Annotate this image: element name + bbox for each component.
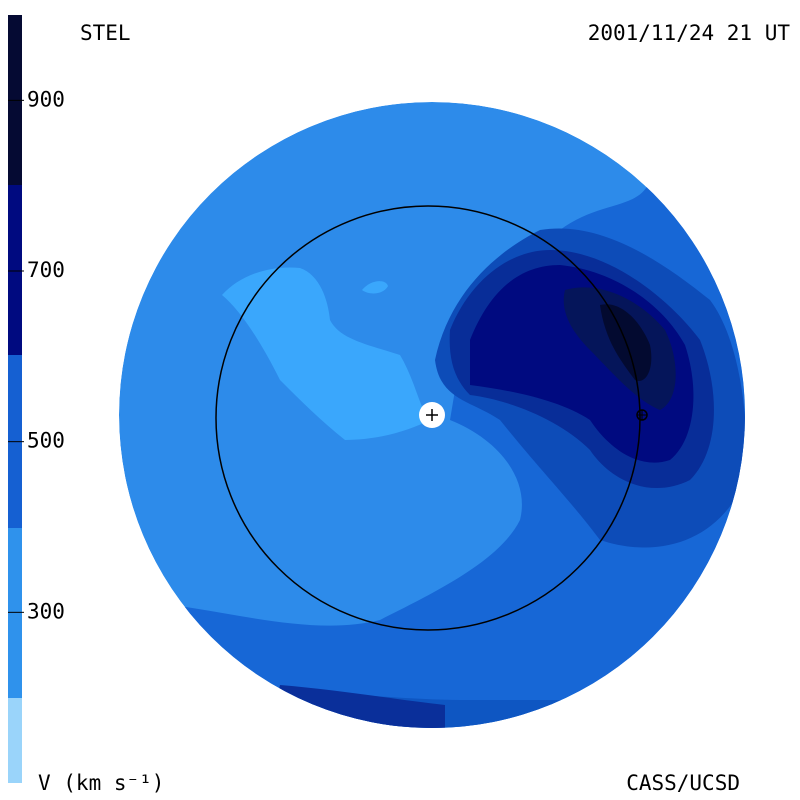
colorbar-tick-label: 300	[27, 599, 65, 623]
colorbar-band	[8, 698, 22, 783]
units-label: V (km s⁻¹)	[38, 771, 164, 795]
observatory-label: STEL	[80, 21, 131, 45]
sun-marker	[426, 409, 438, 421]
colorbar-band	[8, 528, 22, 698]
timestamp: 2001/11/24 21 UT	[588, 21, 791, 45]
colorbar-band	[8, 185, 22, 355]
credit: CASS/UCSD	[626, 771, 740, 795]
colorbar	[8, 15, 22, 783]
region	[362, 281, 388, 294]
earth-marker	[637, 410, 647, 420]
colorbar-tick-label: 700	[27, 258, 65, 282]
colorbar-tick-label: 900	[27, 87, 65, 111]
region	[222, 267, 430, 440]
colorbar-tick-label: 500	[27, 429, 65, 453]
earth-orbit	[215, 205, 641, 631]
map-disk	[119, 102, 745, 728]
